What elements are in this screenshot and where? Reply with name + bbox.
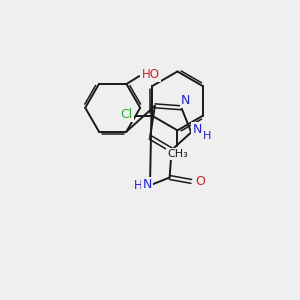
- Text: H: H: [134, 179, 142, 192]
- Text: HO: HO: [142, 68, 160, 81]
- Text: N: N: [192, 123, 202, 136]
- Text: O: O: [195, 175, 205, 188]
- Text: N: N: [142, 178, 152, 191]
- Text: Cl: Cl: [120, 108, 133, 121]
- Text: CH₃: CH₃: [167, 149, 188, 159]
- Text: H: H: [203, 131, 211, 141]
- Text: N: N: [181, 94, 190, 107]
